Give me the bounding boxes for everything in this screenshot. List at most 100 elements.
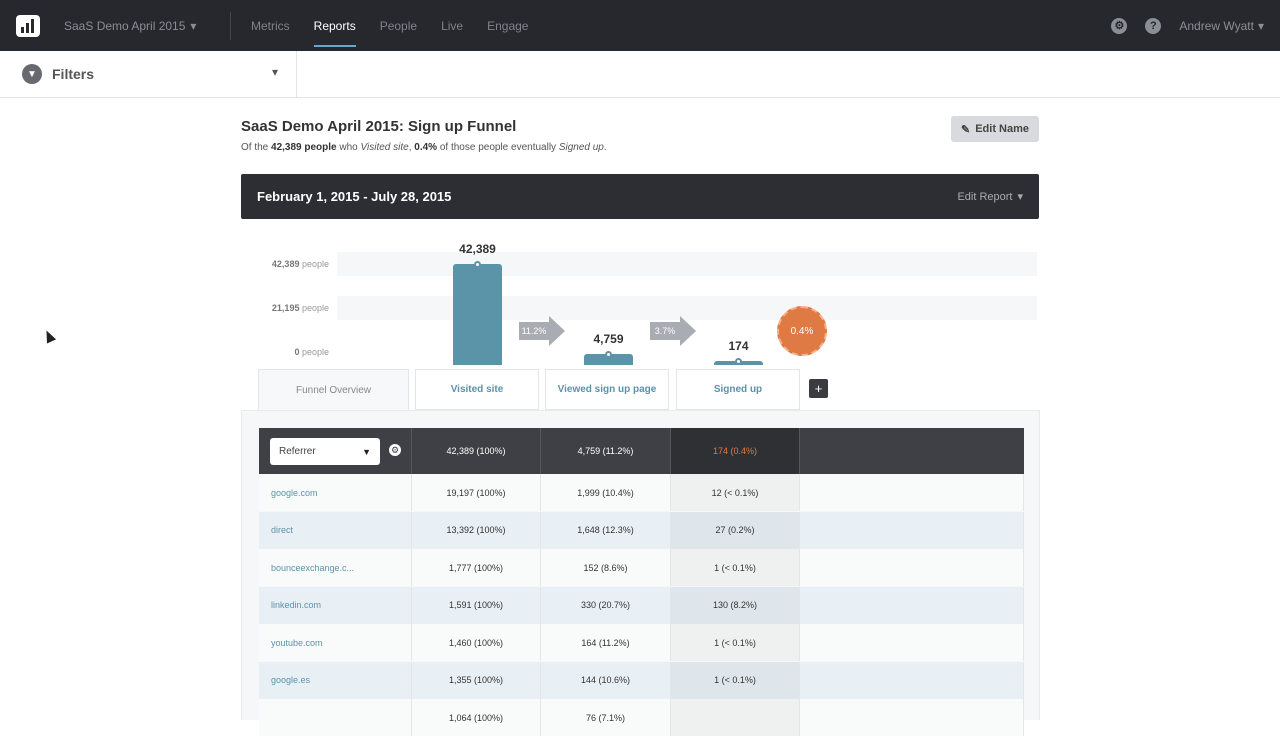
filters-toggle[interactable]: ▼ Filters ▾ — [0, 51, 297, 97]
table-cell: 1,999 (10.4%) — [541, 474, 671, 511]
table-cell — [800, 699, 1024, 736]
nav-engage[interactable]: Engage — [487, 18, 529, 33]
edit-name-button[interactable]: ✎ Edit Name — [951, 116, 1039, 142]
table-cell: 1,460 (100%) — [412, 624, 541, 661]
table-cell — [800, 511, 1024, 549]
table-cell — [800, 474, 1024, 511]
table-cell — [800, 586, 1024, 624]
chevron-down-icon: ▾ — [1017, 191, 1023, 203]
conversion-arrow: 3.7% — [650, 316, 696, 346]
referrer-link[interactable]: direct — [259, 511, 412, 549]
bar-value-label: 42,389 — [459, 242, 496, 256]
table-cell — [800, 624, 1024, 661]
nav-reports[interactable]: Reports — [302, 0, 368, 51]
add-step-button[interactable]: + — [809, 379, 828, 398]
report-summary: Of the 42,389 people who Visited site, 0… — [241, 142, 607, 153]
table-row[interactable]: direct 13,392 (100%) 1,648 (12.3%) 27 (0.2%… — [259, 511, 1024, 549]
column-header: 42,389 (100%) — [412, 428, 541, 474]
app-logo[interactable] — [0, 0, 56, 51]
chevron-down-icon: ▾ — [190, 18, 197, 33]
project-name: SaaS Demo April 2015 — [64, 18, 186, 33]
table-cell: 164 (11.2%) — [541, 624, 671, 661]
mouse-cursor — [41, 328, 57, 344]
tab-viewed-sign-up-page[interactable]: Viewed sign up page — [545, 369, 669, 410]
table-cell: 144 (10.6%) — [541, 661, 671, 699]
y-tick-label: 42,389 people — [271, 259, 329, 269]
table-row[interactable]: linkedin.com 1,591 (100%) 330 (20.7%) 130 (… — [259, 586, 1024, 624]
tab-funnel-overview[interactable]: Funnel Overview — [258, 369, 409, 410]
caret-down-icon: ▼ — [362, 446, 371, 457]
table-cell — [671, 699, 800, 736]
y-tick-label: 21,195 people — [271, 303, 329, 313]
referrer-header-cell: Referrer ▼ ⚙ — [259, 428, 412, 474]
tab-signed-up[interactable]: Signed up — [676, 369, 800, 410]
filter-icon: ▼ — [22, 64, 42, 84]
overall-conversion-badge: 0.4% — [777, 306, 827, 356]
top-nav: SaaS Demo April 2015 ▾ Metrics Reports P… — [0, 0, 1280, 51]
funnel-bar[interactable] — [453, 261, 502, 365]
table-cell: 330 (20.7%) — [541, 586, 671, 624]
bar-point — [735, 358, 742, 365]
bar-value-label: 174 — [728, 339, 749, 353]
date-range-bar: February 1, 2015 - July 28, 2015 Edit Re… — [241, 174, 1039, 219]
filters-label: Filters — [52, 66, 95, 82]
table-cell: 1 (< 0.1%) — [671, 549, 800, 586]
nav-metrics[interactable]: Metrics — [251, 18, 290, 33]
table-row[interactable]: 1,064 (100%) 76 (7.1%) — [259, 699, 1024, 736]
chevron-down-icon: ▾ — [271, 65, 278, 79]
y-tick-label: 0 people — [294, 347, 329, 357]
funnel-bar[interactable] — [714, 358, 763, 365]
funnel-bar[interactable] — [584, 351, 633, 365]
referrer-select[interactable]: Referrer ▼ — [270, 438, 380, 465]
table-cell: 1 (< 0.1%) — [671, 624, 800, 661]
referrer-link[interactable]: google.com — [259, 474, 412, 511]
user-menu[interactable]: Andrew Wyatt ▾ — [1179, 19, 1264, 33]
column-header: 4,759 (11.2%) — [541, 428, 671, 474]
nav-live[interactable]: Live — [441, 18, 464, 33]
nav-people[interactable]: People — [379, 18, 418, 33]
gear-icon[interactable]: ⚙ — [389, 444, 401, 456]
referrer-link[interactable]: bounceexchange.c... — [259, 549, 412, 586]
table-cell: 19,197 (100%) — [412, 474, 541, 511]
table-cell: 76 (7.1%) — [541, 699, 671, 736]
table-cell — [800, 549, 1024, 586]
funnel-chart: 42,389 people 21,195 people 0 people 11.… — [241, 232, 1039, 372]
gear-icon[interactable]: ⚙ — [1111, 17, 1128, 34]
chevron-down-icon: ▾ — [1257, 18, 1264, 33]
date-range[interactable]: February 1, 2015 - July 28, 2015 — [257, 189, 452, 204]
table-cell: 1 (< 0.1%) — [671, 661, 800, 699]
table-cell: 130 (8.2%) — [671, 586, 800, 624]
table-cell: 13,392 (100%) — [412, 511, 541, 549]
filter-bar: ▼ Filters ▾ — [0, 51, 1280, 98]
referrer-link[interactable]: youtube.com — [259, 624, 412, 661]
column-header: 174 (0.4%) — [671, 428, 800, 474]
page-title: SaaS Demo April 2015: Sign up Funnel — [241, 118, 517, 135]
conversion-rate: 3.7% — [650, 322, 680, 340]
table-cell: 1,355 (100%) — [412, 661, 541, 699]
table-cell — [800, 661, 1024, 699]
referrer-link[interactable]: linkedin.com — [259, 586, 412, 624]
table-cell: 1,591 (100%) — [412, 586, 541, 624]
tab-visited-site[interactable]: Visited site — [415, 369, 539, 410]
table-cell: 1,064 (100%) — [412, 699, 541, 736]
table-cell: 152 (8.6%) — [541, 549, 671, 586]
table-row[interactable]: google.com 19,197 (100%) 1,999 (10.4%) 12 (… — [259, 474, 1024, 511]
conversion-arrow: 11.2% — [519, 316, 565, 346]
table-row[interactable]: google.es 1,355 (100%) 144 (10.6%) 1 (< 0.1… — [259, 661, 1024, 699]
breakdown-panel: Referrer ▼ ⚙ 42,389 (100%) 4,759 (11.2%)… — [241, 410, 1040, 736]
table-cell: 1,648 (12.3%) — [541, 511, 671, 549]
table-row[interactable]: bounceexchange.c... 1,777 (100%) 152 (8.6%… — [259, 549, 1024, 586]
bar-value-label: 4,759 — [593, 332, 624, 346]
edit-report-button[interactable]: Edit Report ▾ — [957, 190, 1023, 204]
table-row[interactable]: youtube.com 1,460 (100%) 164 (11.2%) 1 (< 0… — [259, 624, 1024, 661]
project-selector[interactable]: SaaS Demo April 2015 ▾ — [64, 19, 214, 33]
help-icon[interactable]: ? — [1145, 17, 1162, 34]
logo-icon — [16, 14, 40, 37]
bar-point — [474, 261, 481, 268]
table-cell: 12 (< 0.1%) — [671, 474, 800, 511]
pencil-icon: ✎ — [960, 123, 971, 136]
table-cell: 27 (0.2%) — [671, 511, 800, 549]
referrer-link[interactable]: google.es — [259, 661, 412, 699]
nav-divider — [230, 11, 231, 40]
referrer-link[interactable] — [259, 699, 412, 736]
